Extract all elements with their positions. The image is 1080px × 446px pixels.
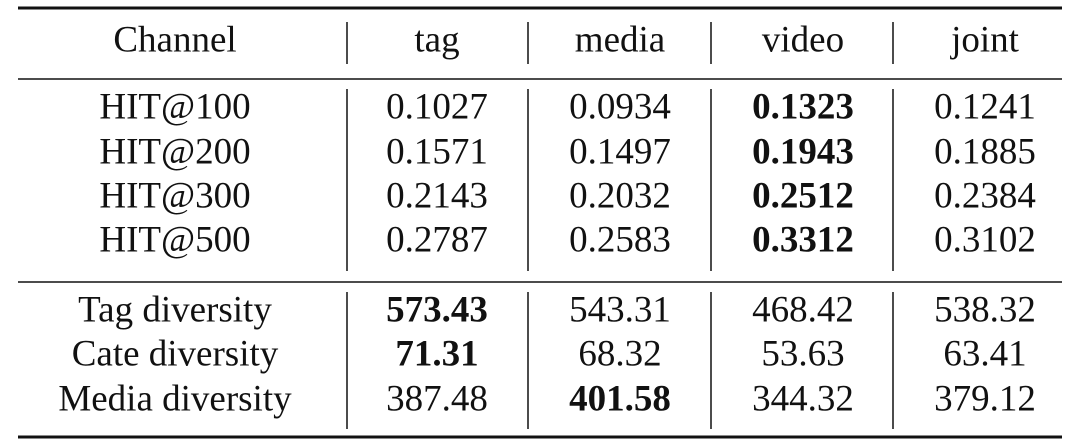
cell: 0.2787 (386, 219, 488, 260)
row-label: HIT@300 (99, 175, 250, 216)
cell: 0.1241 (934, 86, 1036, 127)
row-label: HIT@100 (99, 86, 250, 127)
header-cell: tag (414, 19, 459, 60)
cell: 0.2512 (752, 175, 854, 216)
cell: 0.1323 (752, 86, 854, 127)
cell: 0.2583 (569, 219, 671, 260)
cell: 53.63 (761, 333, 844, 374)
cell: 543.31 (569, 289, 671, 330)
header-cell: joint (949, 19, 1020, 60)
header-cell: Channel (113, 19, 236, 60)
cell: 0.2384 (934, 175, 1036, 216)
header-cell: video (762, 19, 844, 60)
cell: 0.2143 (386, 175, 488, 216)
row-label: Cate diversity (72, 333, 279, 374)
cell: 0.2032 (569, 175, 671, 216)
cell: 573.43 (386, 289, 488, 330)
row-label: Media diversity (58, 378, 292, 419)
cell: 71.31 (395, 333, 478, 374)
cell: 401.58 (569, 378, 671, 419)
row-label: Tag diversity (78, 289, 272, 330)
cell: 0.3312 (752, 219, 854, 260)
cell: 63.41 (943, 333, 1026, 374)
cell: 387.48 (386, 378, 488, 419)
cell: 0.1943 (752, 131, 854, 172)
cell: 0.1571 (386, 131, 488, 172)
cell: 468.42 (752, 289, 854, 330)
cell: 0.1885 (934, 131, 1036, 172)
cell: 0.3102 (934, 219, 1036, 260)
header-cell: media (575, 19, 665, 60)
cell: 0.1497 (569, 131, 671, 172)
row-label: HIT@200 (99, 131, 250, 172)
cell: 344.32 (752, 378, 854, 419)
cell: 68.32 (578, 333, 661, 374)
row-label: HIT@500 (99, 219, 250, 260)
cell: 0.0934 (569, 86, 671, 127)
cell: 379.12 (934, 378, 1036, 419)
cell: 538.32 (934, 289, 1036, 330)
cell: 0.1027 (386, 86, 488, 127)
